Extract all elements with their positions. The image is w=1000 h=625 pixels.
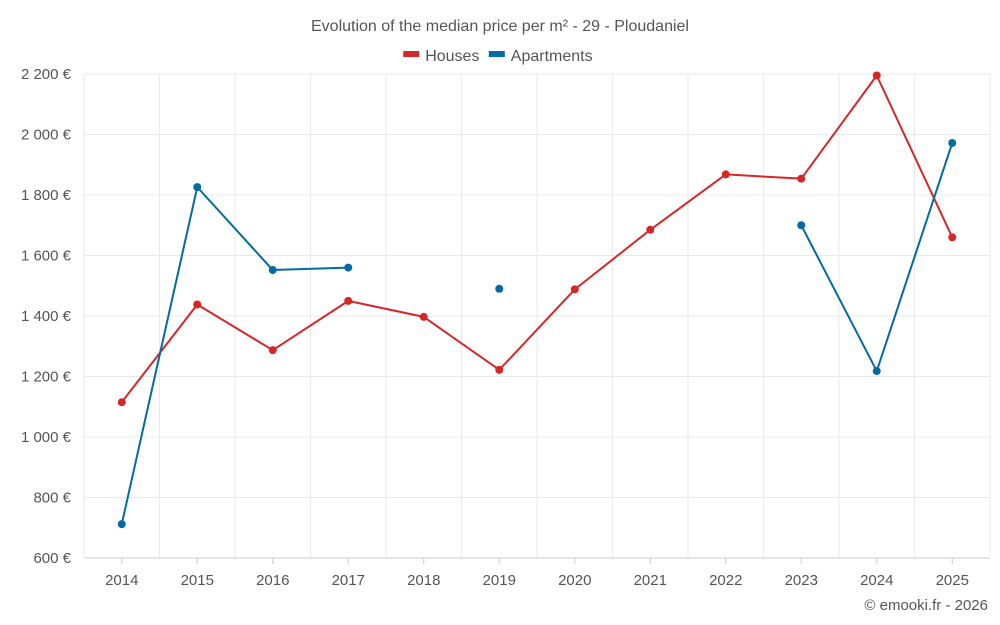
y-tick-label: 1 600 € bbox=[21, 248, 72, 265]
y-tick-label: 1 400 € bbox=[21, 308, 72, 325]
x-tick-label: 2022 bbox=[709, 572, 742, 589]
y-tick-label: 800 € bbox=[33, 490, 71, 507]
apartments-point bbox=[948, 138, 957, 147]
x-tick-label: 2021 bbox=[634, 572, 667, 589]
apartments-point bbox=[495, 284, 504, 293]
houses-point bbox=[193, 300, 202, 309]
credit-text: © emooki.fr - 2026 bbox=[864, 597, 988, 614]
houses-point bbox=[117, 398, 126, 407]
x-tick-label: 2015 bbox=[181, 572, 214, 589]
y-tick-label: 600 € bbox=[33, 550, 71, 567]
houses-point bbox=[570, 285, 579, 294]
x-tick-label: 2019 bbox=[483, 572, 516, 589]
apartments-point bbox=[872, 367, 881, 376]
legend: Houses Apartments bbox=[403, 48, 593, 65]
houses-point bbox=[268, 346, 277, 355]
legend-label-houses: Houses bbox=[425, 48, 479, 65]
houses-point bbox=[646, 225, 655, 234]
apartments-point bbox=[117, 520, 126, 529]
y-tick-label: 1 800 € bbox=[21, 187, 72, 204]
apartments-line-segment bbox=[800, 142, 954, 373]
x-tick-label: 2023 bbox=[785, 572, 818, 589]
y-tick-label: 2 000 € bbox=[21, 127, 72, 144]
y-axis-labels: 600 € 800 € 1 000 € 1 200 € 1 400 € 1 600 € 1 … bbox=[21, 66, 72, 567]
apartments-line-segment bbox=[120, 186, 349, 525]
legend-label-apartments: Apartments bbox=[511, 48, 593, 65]
apartments-point bbox=[268, 266, 277, 275]
x-tick-label: 2024 bbox=[860, 572, 893, 589]
y-tick-label: 2 200 € bbox=[21, 66, 72, 83]
chart-title: Evolution of the median price per m² - 2… bbox=[311, 18, 689, 35]
legend-swatch-apartments bbox=[488, 51, 505, 57]
houses-point bbox=[419, 312, 428, 321]
houses-point bbox=[797, 174, 806, 183]
y-tick-label: 1 000 € bbox=[21, 429, 72, 446]
x-tick-label: 2018 bbox=[407, 572, 440, 589]
houses-line-segment bbox=[120, 74, 954, 403]
houses-point bbox=[344, 296, 353, 305]
houses-point bbox=[872, 71, 881, 80]
x-axis-labels: 2014 2015 2016 2017 2018 2019 2020 2021 2022 2023… bbox=[105, 572, 969, 589]
y-tick-label: 1 200 € bbox=[21, 369, 72, 386]
apartments-point bbox=[344, 263, 353, 272]
houses-point bbox=[948, 233, 957, 242]
x-grid bbox=[83, 74, 991, 564]
series-points bbox=[117, 71, 957, 529]
x-tick-label: 2025 bbox=[936, 572, 969, 589]
houses-point bbox=[495, 365, 504, 374]
apartments-point bbox=[797, 221, 806, 230]
houses-point bbox=[721, 170, 730, 179]
x-tick-label: 2017 bbox=[332, 572, 365, 589]
x-tick-label: 2020 bbox=[558, 572, 591, 589]
legend-swatch-houses bbox=[403, 51, 420, 57]
apartments-point bbox=[193, 183, 202, 192]
x-tick-label: 2016 bbox=[256, 572, 289, 589]
x-tick-label: 2014 bbox=[105, 572, 138, 589]
